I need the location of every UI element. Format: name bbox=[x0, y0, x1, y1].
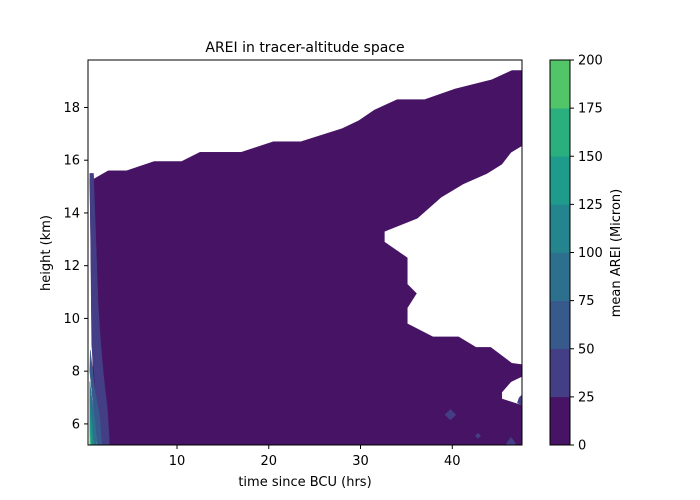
colorbar-tick-label-175: 175 bbox=[578, 102, 603, 117]
contour-region-25-50-1 bbox=[89, 173, 110, 445]
y-tick-label-6: 6 bbox=[72, 417, 80, 432]
y-axis: 6 8 10 12 14 16 18 bbox=[63, 101, 88, 432]
colorbar-tick-label-100: 100 bbox=[578, 246, 603, 261]
x-tick-label-20: 20 bbox=[260, 454, 277, 469]
y-tick-label-12: 12 bbox=[63, 259, 80, 274]
contour-region-25-50-3 bbox=[474, 432, 482, 439]
colorbar-tick-label-50: 50 bbox=[578, 342, 595, 357]
colorbar-tick-label-0: 0 bbox=[578, 439, 586, 454]
x-tick-label-30: 30 bbox=[352, 454, 369, 469]
plot-frame bbox=[87, 59, 523, 446]
y-tick-label-10: 10 bbox=[63, 312, 80, 327]
y-tick-label-14: 14 bbox=[63, 206, 80, 221]
colorbar-tick-label-75: 75 bbox=[578, 294, 595, 309]
contour-region-25-50-4 bbox=[506, 436, 516, 445]
colorbar-segment-0-25 bbox=[550, 396, 570, 446]
x-axis: 10 20 30 40 bbox=[169, 445, 461, 469]
colorbar-segment-175-200 bbox=[550, 60, 570, 109]
contour-region-50-75-6 bbox=[89, 350, 103, 445]
contour-region-25-50-2 bbox=[444, 409, 457, 421]
colorbar-segment-150-175 bbox=[550, 108, 570, 157]
colorbar-segment-75-100 bbox=[550, 252, 570, 301]
colorbar: 0 25 50 75 100 125 150 175 200 bbox=[549, 54, 603, 454]
plot-area bbox=[87, 59, 523, 446]
contour-region-25-50-5 bbox=[517, 394, 522, 406]
y-tick-label-18: 18 bbox=[63, 101, 80, 116]
colorbar-label: mean AREI (Micron) bbox=[609, 189, 624, 317]
y-tick-label-8: 8 bbox=[72, 365, 80, 380]
contour-region-175-200-11 bbox=[89, 437, 91, 445]
x-axis-label: time since BCU (hrs) bbox=[238, 475, 371, 490]
colorbar-tick-label-125: 125 bbox=[578, 198, 603, 213]
y-axis-label: height (km) bbox=[39, 215, 54, 291]
x-tick-label-10: 10 bbox=[169, 454, 186, 469]
chart-title: AREI in tracer-altitude space bbox=[205, 40, 404, 56]
contour-layer bbox=[89, 70, 522, 445]
colorbar-segment-50-75 bbox=[550, 300, 570, 350]
y-tick-label-16: 16 bbox=[63, 154, 80, 169]
colorbar-segment-25-50 bbox=[550, 348, 570, 398]
colorbar-segment-125-150 bbox=[550, 156, 570, 205]
colorbar-tick-label-200: 200 bbox=[578, 54, 603, 69]
contour-region-0-25-0 bbox=[89, 70, 522, 445]
x-tick-label-40: 40 bbox=[444, 454, 461, 469]
colorbar-tick-label-25: 25 bbox=[578, 390, 595, 405]
colorbar-segment-100-125 bbox=[550, 204, 570, 253]
colorbar-tick-label-150: 150 bbox=[578, 150, 603, 165]
